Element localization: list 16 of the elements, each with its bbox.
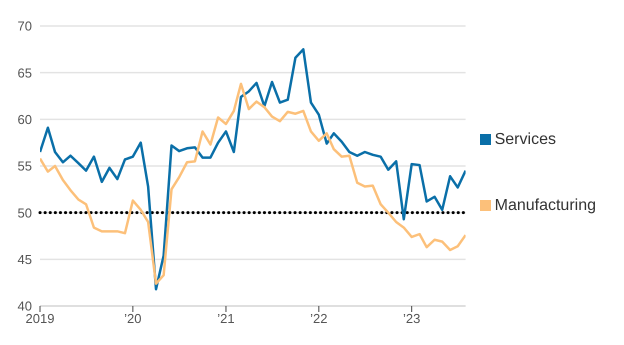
legend-label: Manufacturing: [494, 197, 596, 214]
x-tick-label: ’23: [402, 311, 420, 326]
x-tick-label: 2019: [26, 311, 54, 326]
x-tick-label: ’21: [217, 311, 235, 326]
y-tick-label: 40: [18, 298, 32, 314]
x-tick-label: ’22: [310, 311, 328, 326]
line-series: [40, 82, 466, 285]
y-tick-label: 50: [18, 205, 32, 220]
line-series: [40, 48, 466, 290]
y-tick-label: 70: [18, 18, 32, 34]
legend-label: Services: [494, 131, 556, 148]
y-tick-label: 60: [18, 112, 32, 127]
x-tick-label: ’20: [124, 311, 142, 326]
y-tick-label: 55: [18, 158, 32, 174]
y-tick-label: 65: [18, 65, 32, 80]
y-tick-label: 45: [18, 252, 32, 267]
